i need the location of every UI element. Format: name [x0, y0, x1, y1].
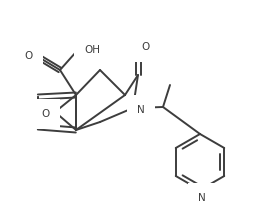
Text: O: O — [25, 51, 33, 61]
Text: O: O — [141, 42, 149, 52]
Text: OH: OH — [84, 45, 100, 55]
Text: N: N — [137, 105, 145, 115]
Text: N: N — [198, 193, 206, 203]
Text: O: O — [42, 109, 50, 119]
